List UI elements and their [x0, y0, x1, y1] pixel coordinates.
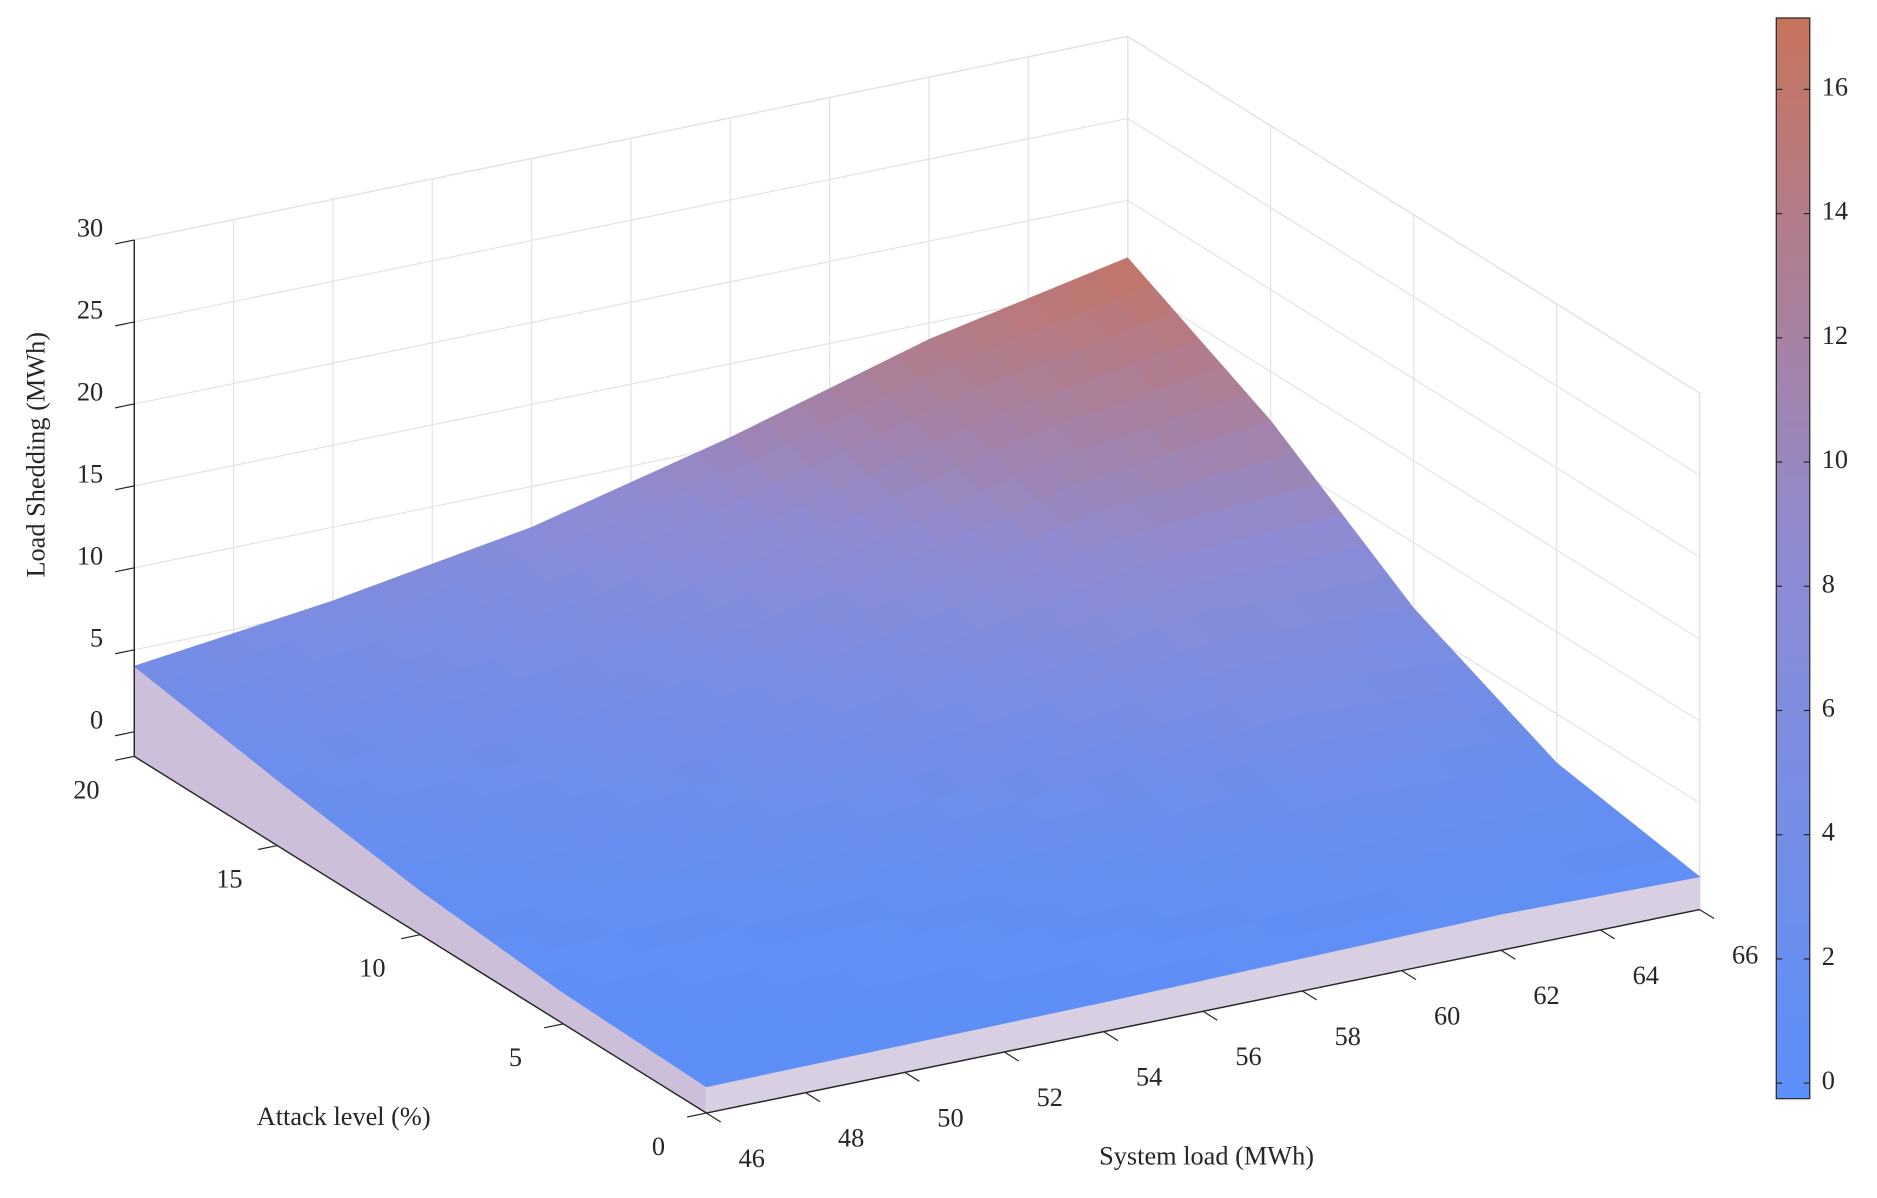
grid-line: [134, 199, 1700, 558]
grid-line: [134, 117, 1700, 476]
x-tick: [1103, 1031, 1119, 1042]
colorbar-tick-label: 14: [1822, 197, 1848, 226]
surface-patch: [1071, 420, 1415, 642]
z-tick: [114, 567, 135, 573]
z-tick-label: 10: [77, 541, 103, 570]
surface-patch: [618, 779, 962, 948]
x-tick-label: 48: [838, 1124, 864, 1153]
x-tick: [1600, 929, 1616, 940]
surface-patch: [562, 946, 906, 1088]
x-tick-label: 60: [1434, 1002, 1460, 1031]
surface-patch: [332, 527, 676, 724]
y-tick: [401, 934, 421, 940]
x-tick: [706, 1112, 721, 1123]
y-axis-title: Attack level (%): [257, 1102, 431, 1131]
x-axis-title: System load (MWh): [1099, 1142, 1314, 1171]
x-tick-label: 46: [739, 1144, 765, 1173]
colorbar-tick-label: 6: [1822, 694, 1835, 723]
y-tick-label: 10: [359, 954, 385, 983]
surface-patch: [761, 901, 1105, 1045]
x-tick-label: 50: [937, 1103, 963, 1132]
z-tick: [114, 403, 135, 409]
x-tick: [1302, 990, 1318, 1001]
colorbar-tick-label: 10: [1822, 445, 1848, 474]
x-tick: [904, 1071, 920, 1082]
surface-patch: [816, 713, 1161, 902]
colorbar: [1775, 17, 1811, 1100]
y-tick: [687, 1112, 707, 1118]
x-tick-label: 54: [1136, 1063, 1162, 1092]
colorbar-tick-label: 8: [1822, 569, 1835, 598]
x-tick: [805, 1092, 821, 1103]
surface-patch: [133, 600, 477, 781]
x-tick-label: 62: [1533, 981, 1559, 1010]
z-tick-label: 0: [90, 705, 103, 734]
x-tick: [1699, 909, 1715, 920]
surface-patch: [419, 836, 763, 994]
z-tick-label: 20: [77, 377, 103, 406]
z-tick-label: 5: [90, 623, 103, 652]
z-tick-label: 25: [77, 295, 103, 324]
surface-patch: [872, 485, 1216, 715]
x-tick: [1004, 1051, 1020, 1062]
z-tick: [114, 321, 135, 327]
z-tick: [114, 485, 135, 491]
y-tick: [544, 1023, 564, 1029]
colorbar-tick-label: 2: [1822, 942, 1835, 971]
z-tick-label: 30: [77, 213, 103, 242]
colorbar-tick-label: 12: [1822, 321, 1848, 350]
z-tick: [114, 731, 135, 737]
y-tick-label: 5: [509, 1043, 522, 1072]
surface-patch: [276, 722, 620, 891]
colorbar-tick-label: 16: [1822, 72, 1848, 101]
z-axis-title: Load Shedding (MWh): [22, 332, 51, 578]
surface-patch: [1015, 640, 1359, 849]
x-tick-label: 52: [1037, 1083, 1063, 1112]
x-tick: [1500, 949, 1516, 960]
z-tick: [114, 649, 135, 655]
y-tick: [257, 844, 278, 851]
surface-patch: [530, 437, 874, 659]
colorbar-tick-label: 4: [1822, 818, 1835, 847]
x-tick-label: 66: [1732, 940, 1758, 969]
x-tick: [1202, 1010, 1218, 1021]
surface-patch: [475, 657, 819, 838]
z-tick: [114, 239, 135, 245]
y-tick-label: 0: [652, 1132, 665, 1161]
x-tick-label: 56: [1235, 1042, 1261, 1071]
surface-patch: [673, 575, 1017, 780]
surface-patch: [729, 339, 1073, 577]
x-tick-label: 64: [1633, 961, 1659, 990]
surface-patch: [959, 847, 1304, 1003]
surface-patch: [1214, 607, 1558, 796]
x-tick-label: 58: [1335, 1022, 1361, 1051]
z-tick-label: 15: [77, 459, 103, 488]
colorbar-tick-label: 0: [1822, 1066, 1835, 1095]
surface-patch: [1357, 762, 1701, 915]
x-tick: [1401, 970, 1417, 981]
y-tick: [114, 755, 135, 761]
surface-patch: [928, 257, 1272, 487]
surface-cell: [681, 1063, 741, 1088]
y-tick-label: 15: [216, 864, 242, 893]
grid-line: [134, 35, 1700, 394]
y-tick-label: 20: [73, 775, 99, 804]
surface-patch: [1158, 795, 1502, 959]
